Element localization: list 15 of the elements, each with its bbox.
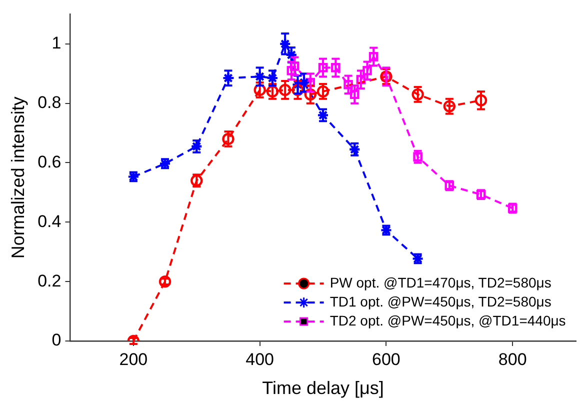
x-axis-title: Time delay [μs] xyxy=(262,378,384,398)
y-tick-label: 0.2 xyxy=(38,271,62,290)
y-tick-label: 1 xyxy=(52,34,62,53)
x-tick-label: 800 xyxy=(498,350,527,369)
y-tick-label: 0 xyxy=(52,330,62,350)
legend-label: PW opt. @TD1=470μs, TD2=580μs xyxy=(330,274,552,290)
legend-label: TD1 opt. @PW=450μs, TD2=580μs xyxy=(330,293,552,310)
y-tick-label: 0.6 xyxy=(38,152,62,172)
x-tick-label: 400 xyxy=(246,350,274,369)
x-tick-label: 600 xyxy=(372,350,400,369)
y-tick-label: 0.4 xyxy=(38,212,62,231)
x-tick-label: 200 xyxy=(119,350,148,369)
y-tick-label: 0.8 xyxy=(38,93,62,112)
legend-label: TD2 opt. @PW=450μs, @TD1=440μs xyxy=(330,312,566,328)
y-axis-title: Normalized intensity xyxy=(8,96,28,259)
